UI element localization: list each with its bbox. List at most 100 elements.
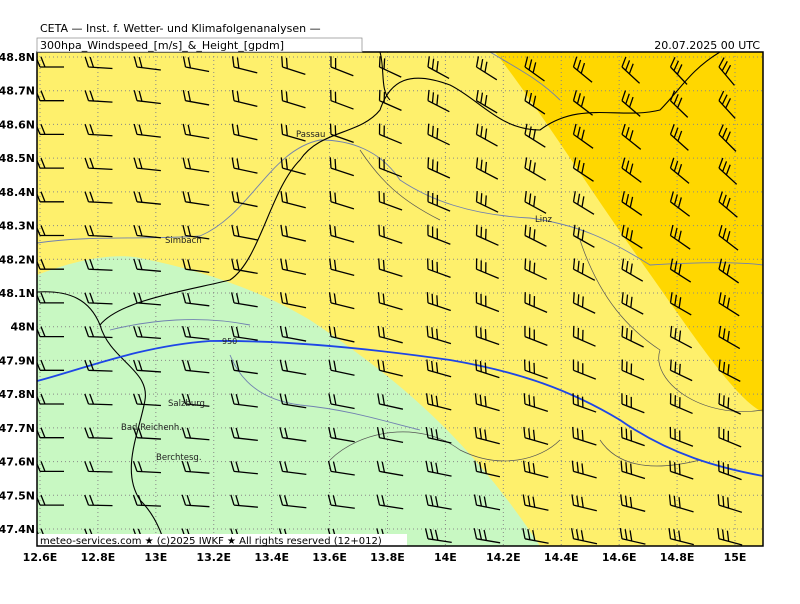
wind-barb [475, 157, 499, 180]
wind-barb [280, 157, 306, 176]
wind-barb [669, 393, 693, 415]
wind-barb [718, 191, 738, 218]
wind-barb [230, 460, 258, 475]
y-tick-label: 48.6N [0, 118, 35, 131]
wind-barb [231, 191, 258, 208]
wind-barb [378, 157, 403, 178]
y-tick-label: 48.8N [0, 51, 35, 64]
wind-barb [279, 325, 307, 342]
wind-barb [84, 56, 113, 70]
wind-barb [376, 494, 404, 510]
wind-barb [132, 427, 161, 440]
wind-barb [475, 325, 500, 346]
y-tick-label: 48N [10, 321, 35, 334]
wind-barb [474, 460, 501, 478]
wind-barb [669, 460, 694, 480]
borders [37, 52, 721, 546]
wind-barb [231, 292, 258, 308]
wind-barb [570, 528, 598, 545]
wind-barb [377, 325, 403, 344]
wind-barb [621, 393, 645, 414]
y-tick-label: 47.4N [0, 523, 35, 536]
wind-barb [230, 325, 258, 341]
y-tick-label: 47.9N [0, 354, 35, 367]
wind-barb [621, 157, 642, 183]
wind-barb [279, 427, 307, 442]
wind-barb [84, 359, 113, 372]
wind-barb [718, 90, 736, 119]
wind-barb [571, 460, 597, 479]
wind-barb [133, 359, 161, 373]
wind-barb [181, 427, 210, 441]
contour-label: 950 [222, 337, 237, 346]
wind-barb [572, 90, 593, 116]
wind-barb [84, 393, 113, 406]
wind-barb [572, 258, 596, 281]
city-label: Passau [296, 130, 325, 140]
y-tick-label: 47.7N [0, 422, 35, 435]
wind-barb [230, 393, 258, 408]
wind-barb [572, 224, 595, 248]
wind-barb [327, 494, 355, 509]
wind-barb [474, 393, 500, 412]
x-tick-label: 12.6E [23, 551, 58, 564]
y-tick-label: 47.6N [0, 456, 35, 469]
wind-barb [37, 292, 64, 304]
wind-barb [182, 326, 210, 340]
wind-barb [620, 494, 646, 512]
x-tick-label: 13.4E [254, 551, 289, 564]
wind-barb [524, 258, 548, 280]
gold-region [495, 52, 763, 412]
wind-barb [231, 89, 258, 107]
wind-barb [524, 56, 545, 82]
wind-barb [475, 359, 500, 379]
wind-barb [378, 56, 402, 78]
wind-barb [329, 157, 355, 177]
x-tick-label: 13E [144, 551, 167, 564]
y-tick-label: 48.7N [0, 85, 35, 98]
city-label: Simbach [165, 236, 202, 246]
date: 20.07.2025 00 UTC [654, 39, 760, 52]
wind-barb [427, 258, 451, 279]
wind-barbs [37, 56, 743, 546]
wind-barb [621, 224, 643, 249]
wind-barb [329, 191, 355, 210]
y-tick-label: 48.3N [0, 220, 35, 233]
wind-barb [84, 258, 113, 271]
wind-barb [378, 258, 403, 278]
wind-barb [231, 224, 258, 241]
wind-barb [84, 123, 113, 137]
wind-barb [84, 461, 113, 473]
wind-barb [718, 359, 741, 382]
wind-barb [328, 292, 355, 310]
wind-barb [230, 427, 258, 442]
wind-barb [621, 191, 643, 216]
wind-barb [523, 426, 549, 445]
wind-barb [280, 258, 307, 276]
wind-barb [329, 123, 354, 143]
wind-barb [475, 123, 498, 147]
wind-barb [182, 191, 210, 207]
wind-barb [572, 157, 594, 182]
wind-barb [473, 494, 501, 511]
x-tick-label: 13.8E [370, 551, 405, 564]
wind-barb [279, 292, 307, 309]
wind-barb [278, 494, 307, 509]
y-tick-label: 47.8N [0, 388, 35, 401]
wind-barb [182, 90, 210, 106]
x-tick-label: 14.4E [544, 551, 579, 564]
wind-barb [132, 494, 162, 507]
wind-barb [133, 258, 161, 272]
x-tick-label: 15E [724, 551, 747, 564]
wind-barb [37, 157, 64, 169]
wind-barb [669, 426, 694, 447]
wind-barb [718, 124, 737, 152]
y-tick-label: 48.5N [0, 152, 35, 165]
wind-barb [84, 326, 113, 339]
y-tick-label: 47.5N [0, 489, 35, 502]
axis-ticks: 12.6E 12.8E 13E 13.2E 13.4E 13.6E 13.8E 14E 14.2… [0, 51, 746, 564]
wind-barb [717, 494, 743, 513]
wind-barb [279, 393, 307, 409]
wind-barb [377, 393, 404, 410]
